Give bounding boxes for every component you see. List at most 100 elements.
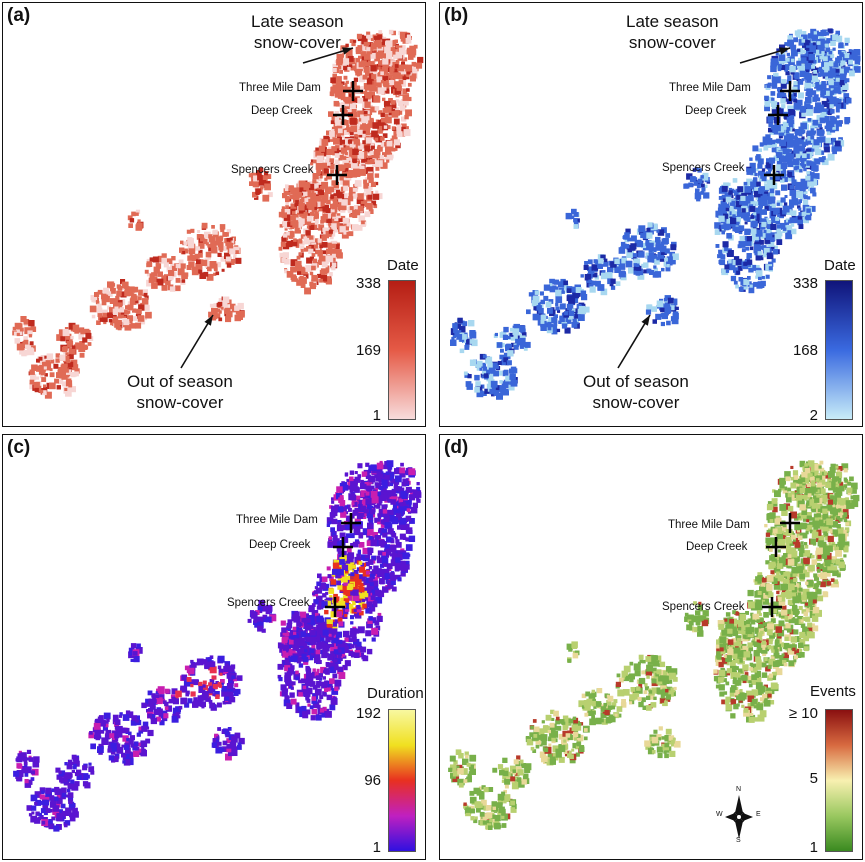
map-pixel (700, 191, 705, 195)
map-pixel (359, 169, 366, 176)
map-pixel (96, 307, 103, 314)
map-pixel (491, 392, 495, 397)
map-pixel (561, 323, 568, 329)
map-pixel (391, 52, 397, 57)
map-pixel (596, 281, 600, 286)
map-pixel (365, 570, 370, 575)
map-pixel (254, 185, 259, 190)
map-pixel (208, 246, 214, 252)
map-pixel (765, 198, 771, 204)
map-pixel (283, 699, 291, 707)
map-pixel (322, 165, 328, 171)
map-pixel (309, 212, 314, 217)
map-pixel (533, 306, 538, 311)
map-pixel (773, 209, 778, 215)
map-pixel (16, 332, 20, 337)
map-pixel (790, 70, 795, 75)
map-pixel (794, 30, 801, 36)
map-pixel (401, 524, 405, 528)
map-pixel (122, 318, 127, 323)
map-pixel (382, 108, 388, 113)
map-pixel (123, 309, 129, 315)
map-pixel (129, 218, 135, 223)
map-pixel (750, 228, 757, 234)
map-pixel (496, 342, 503, 348)
map-pixel (208, 236, 215, 243)
map-pixel (350, 651, 357, 658)
map-pixel (355, 579, 362, 586)
map-pixel (331, 223, 337, 229)
map-pixel (602, 261, 609, 267)
map-pixel (806, 171, 810, 175)
map-pixel (394, 87, 402, 95)
map-pixel (830, 40, 836, 46)
map-pixel (349, 213, 353, 218)
map-pixel (114, 306, 119, 311)
map-pixel (593, 259, 598, 264)
map-pixel (344, 162, 350, 168)
map-pixel (645, 240, 649, 244)
map-pixel (376, 76, 383, 83)
map-pixel (802, 153, 807, 158)
map-pixel (343, 75, 348, 80)
map-pixel (331, 243, 337, 249)
map-pixel (397, 525, 402, 530)
map-pixel (624, 232, 630, 238)
map-pixel (248, 173, 253, 178)
map-pixel (353, 570, 359, 575)
map-pixel (334, 619, 339, 624)
map-pixel (285, 201, 289, 205)
map-pixel (414, 493, 419, 499)
map-pixel (387, 468, 392, 473)
map-pixel (828, 79, 834, 86)
panel-label: (b) (444, 5, 469, 26)
map-pixel (545, 301, 552, 308)
map-pixel (69, 386, 76, 393)
map-pixel (377, 519, 383, 525)
map-pixel (319, 244, 323, 249)
map-pixel (319, 278, 323, 283)
map-pixel (409, 75, 416, 82)
map-pixel (370, 38, 374, 42)
map-pixel (26, 347, 34, 354)
map-pixel (378, 529, 382, 533)
map-pixel (372, 122, 379, 129)
map-pixel (721, 194, 726, 199)
map-pixel (773, 73, 777, 77)
map-pixel (314, 586, 318, 590)
map-pixel (311, 253, 316, 257)
map-pixel (365, 577, 372, 584)
map-pixel (391, 30, 396, 36)
map-pixel (787, 161, 794, 168)
map-pixel (338, 198, 342, 203)
map-pixel (328, 111, 334, 117)
map-pixel (316, 624, 323, 631)
map-pixel (610, 261, 617, 268)
map-pixel (802, 199, 809, 206)
map-pixel (339, 495, 344, 500)
map-pixel (790, 44, 797, 51)
map-pixel (410, 489, 414, 493)
map-pixel (327, 574, 332, 579)
map-pixel (348, 196, 354, 202)
map-pixel (787, 75, 792, 80)
map-pixel (722, 198, 727, 202)
map-pixel (118, 306, 125, 313)
map-pixel (826, 130, 832, 136)
map-pixel (474, 376, 480, 381)
map-pixel (390, 499, 396, 505)
map-pixel (220, 228, 225, 233)
map-pixel (305, 265, 313, 272)
map-pixel (805, 96, 812, 104)
map-pixel (127, 215, 133, 221)
map-pixel (615, 281, 621, 286)
map-pixel (161, 285, 168, 291)
map-pixel (338, 65, 343, 70)
map-pixel (178, 259, 184, 265)
map-pixel (727, 207, 734, 214)
map-pixel (806, 160, 812, 166)
map-pixel (503, 357, 509, 363)
map-pixel (372, 580, 379, 587)
map-pixel (830, 109, 835, 114)
map-pixel (200, 244, 205, 249)
